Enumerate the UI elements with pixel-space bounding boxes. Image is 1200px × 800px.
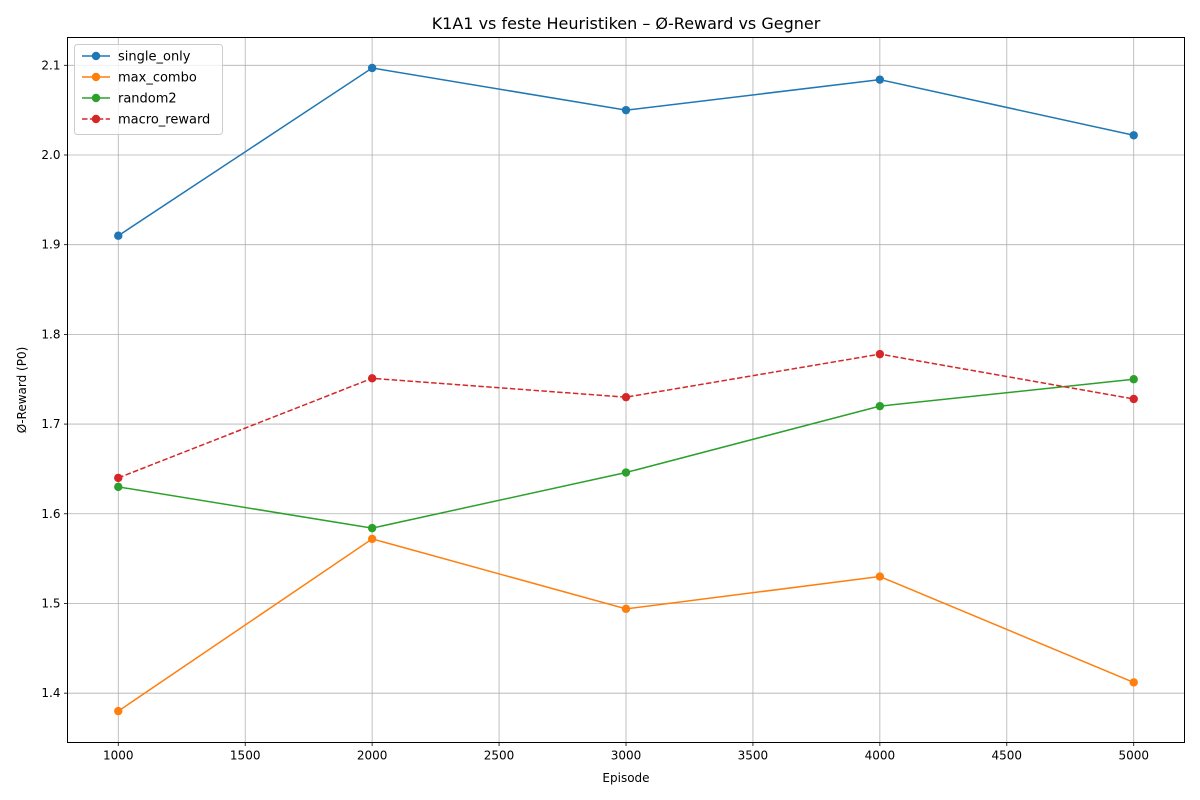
data-point bbox=[1129, 678, 1138, 687]
data-point bbox=[367, 63, 377, 73]
data-point bbox=[114, 231, 123, 240]
x-tick-label: 4500 bbox=[992, 749, 1023, 763]
x-tick-label: 2000 bbox=[357, 749, 388, 763]
legend-item: single_only bbox=[82, 50, 191, 65]
y-axis-ticks: 1.4 1.5 1.6 1.7 1.8 1.9 2.0 2.1 bbox=[41, 58, 68, 700]
data-point bbox=[875, 75, 885, 84]
legend-box bbox=[74, 44, 223, 135]
data-point bbox=[367, 374, 377, 383]
data-point bbox=[114, 482, 123, 492]
grid bbox=[67, 37, 1185, 743]
chart-title: K1A1 vs feste Heuristiken – Ø-Reward vs … bbox=[432, 14, 821, 33]
data-point bbox=[875, 572, 885, 581]
legend-marker bbox=[91, 72, 101, 82]
x-tick-label: 3000 bbox=[611, 749, 642, 763]
x-tick-label: 3500 bbox=[738, 749, 769, 763]
data-point bbox=[1129, 131, 1138, 140]
x-tick-label: 2500 bbox=[484, 749, 515, 763]
y-axis-label: Ø-Reward (P0) bbox=[15, 347, 29, 434]
data-point bbox=[367, 523, 377, 533]
data-point bbox=[114, 473, 123, 483]
legend-marker bbox=[91, 93, 101, 103]
plot-frame bbox=[67, 37, 1185, 743]
legend-item: max_combo bbox=[82, 71, 197, 86]
data-point bbox=[621, 468, 631, 477]
legend-item: macro_reward bbox=[82, 113, 210, 128]
data-point bbox=[621, 604, 631, 614]
legend-marker bbox=[91, 51, 101, 61]
legend-label: macro_reward bbox=[118, 113, 210, 128]
legend-label: single_only bbox=[118, 50, 191, 65]
x-axis-ticks: 1000 1500 2000 2500 3000 3500 4000 4500 5000 bbox=[103, 742, 1149, 763]
y-tick-label: 1.4 bbox=[41, 686, 60, 700]
data-point bbox=[1129, 394, 1138, 404]
y-tick-label: 1.9 bbox=[41, 238, 60, 252]
legend: single_only max_combo random2 macro_reward bbox=[74, 44, 223, 135]
series-max-combo bbox=[114, 534, 1138, 716]
series-layer bbox=[114, 63, 1138, 716]
x-tick-label: 1500 bbox=[230, 749, 261, 763]
x-tick-label: 1000 bbox=[103, 749, 134, 763]
data-point bbox=[114, 706, 123, 716]
y-tick-label: 1.6 bbox=[41, 507, 60, 521]
data-point bbox=[621, 392, 631, 402]
series-macro-reward bbox=[114, 349, 1138, 483]
y-tick-label: 1.8 bbox=[41, 327, 60, 341]
data-point bbox=[367, 534, 377, 544]
data-point bbox=[621, 105, 631, 115]
series-random2 bbox=[114, 375, 1138, 533]
legend-marker bbox=[91, 114, 101, 124]
y-tick-label: 2.0 bbox=[41, 148, 60, 162]
y-tick-label: 1.5 bbox=[41, 596, 60, 610]
x-tick-label: 4000 bbox=[865, 749, 896, 763]
y-tick-label: 1.7 bbox=[41, 417, 60, 431]
legend-label: random2 bbox=[118, 92, 177, 107]
series-line bbox=[117, 353, 1134, 479]
y-tick-label: 2.1 bbox=[41, 58, 60, 72]
legend-item: random2 bbox=[82, 92, 177, 107]
data-point bbox=[875, 401, 885, 411]
data-point bbox=[875, 349, 885, 359]
legend-label: max_combo bbox=[118, 71, 197, 86]
x-axis-label: Episode bbox=[602, 771, 649, 785]
data-point bbox=[1129, 375, 1138, 384]
series-single-only bbox=[114, 63, 1138, 240]
x-tick-label: 5000 bbox=[1118, 749, 1149, 763]
